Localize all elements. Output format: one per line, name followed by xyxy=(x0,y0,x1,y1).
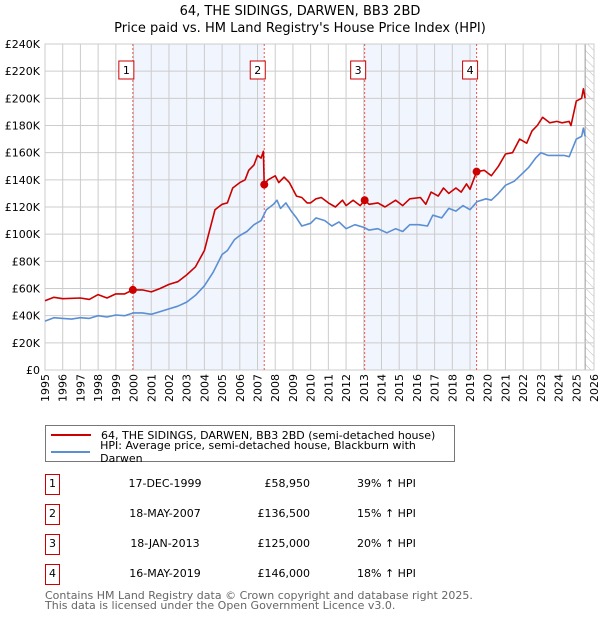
x-tick-label: 2001 xyxy=(145,374,158,402)
y-tick-label: £40K xyxy=(12,310,41,323)
transaction-date: 16-MAY-2019 xyxy=(129,567,201,580)
sale-point xyxy=(360,196,369,205)
x-tick-label: 2002 xyxy=(163,374,176,402)
x-tick-label: 2000 xyxy=(128,374,141,402)
x-tick-label: 2020 xyxy=(482,374,495,402)
legend-label: HPI: Average price, semi-detached house,… xyxy=(100,439,416,465)
x-tick-label: 1999 xyxy=(110,374,123,402)
x-tick-label: 2010 xyxy=(305,374,318,402)
y-tick-label: £180K xyxy=(5,120,41,133)
y-tick-label: £60K xyxy=(12,283,41,296)
x-tick-label: 2018 xyxy=(446,374,459,402)
x-tick-label: 2021 xyxy=(499,374,512,402)
x-tick-label: 2025 xyxy=(570,374,583,402)
x-tick-label: 2006 xyxy=(234,374,247,402)
legend: 64, THE SIDINGS, DARWEN, BB3 2BD (semi-d… xyxy=(45,425,455,465)
transaction-price: £58,950 xyxy=(264,477,311,490)
x-tick-label: 2023 xyxy=(535,374,548,402)
sale-number-label: 3 xyxy=(355,64,362,77)
transaction-price: £125,000 xyxy=(257,537,311,550)
transaction-number-badge: 3 xyxy=(45,534,60,555)
y-tick-label: £200K xyxy=(5,92,41,105)
transaction-hpi-diff: 15% ↑ HPI xyxy=(357,507,416,520)
x-tick-label: 2005 xyxy=(216,374,229,402)
transaction-number-badge: 2 xyxy=(45,504,60,525)
x-tick-label: 1997 xyxy=(74,374,87,402)
x-tick-label: 2026 xyxy=(588,374,600,402)
x-tick-label: 2024 xyxy=(553,374,566,402)
transaction-date: 18-JAN-2013 xyxy=(130,537,200,550)
chart-title: 64, THE SIDINGS, DARWEN, BB3 2BD xyxy=(179,4,421,19)
x-tick-label: 2007 xyxy=(252,374,265,402)
y-tick-label: £100K xyxy=(5,228,41,241)
sale-point xyxy=(128,285,137,294)
sale-number-badge xyxy=(249,60,266,80)
sale-point xyxy=(260,180,269,189)
x-tick-label: 2004 xyxy=(198,374,211,402)
sale-number-label: 2 xyxy=(254,64,261,77)
sale-number-label: 4 xyxy=(467,64,474,77)
legend-item-property: 64, THE SIDINGS, DARWEN, BB3 2BD (semi-d… xyxy=(51,427,435,443)
x-tick-label: 2008 xyxy=(269,374,282,402)
y-tick-label: £240K xyxy=(5,38,41,51)
transaction-hpi-diff: 18% ↑ HPI xyxy=(357,567,416,580)
x-tick-label: 2022 xyxy=(517,374,530,402)
x-tick-label: 2015 xyxy=(393,374,406,402)
x-tick-label: 1998 xyxy=(92,374,105,402)
x-tick-label: 2003 xyxy=(181,374,194,402)
legend-swatch-red xyxy=(51,434,91,436)
y-tick-label: £140K xyxy=(5,174,41,187)
transaction-row: 2 18-MAY-2007 £136,500 15% ↑ HPI xyxy=(45,504,445,525)
sale-point xyxy=(472,167,481,176)
transaction-hpi-diff: 20% ↑ HPI xyxy=(357,537,416,550)
legend-label: 64, THE SIDINGS, DARWEN, BB3 2BD (semi-d… xyxy=(101,428,436,442)
x-tick-label: 2019 xyxy=(464,374,477,402)
x-tick-label: 2017 xyxy=(429,374,442,402)
x-tick-label: 2012 xyxy=(340,374,353,402)
x-tick-label: 2016 xyxy=(411,374,424,402)
x-tick-label: 1996 xyxy=(57,374,70,402)
footer-copyright: Contains HM Land Registry data © Crown c… xyxy=(45,589,473,602)
y-tick-label: £20K xyxy=(12,337,41,350)
x-tick-label: 2009 xyxy=(287,374,300,402)
legend-swatch-blue xyxy=(51,451,91,453)
x-tick-label: 1995 xyxy=(39,374,52,402)
hpi-series-line xyxy=(44,127,586,322)
transaction-number-badge: 4 xyxy=(45,564,60,585)
chart-subtitle: Price paid vs. HM Land Registry's House … xyxy=(114,21,486,36)
sale-number-badge xyxy=(350,60,367,80)
x-tick-label: 2011 xyxy=(322,374,335,402)
y-tick-label: £160K xyxy=(5,147,41,160)
transaction-row: 3 18-JAN-2013 £125,000 20% ↑ HPI xyxy=(45,534,445,555)
transaction-price: £136,500 xyxy=(257,507,311,520)
sale-number-badge xyxy=(462,60,479,80)
transaction-date: 18-MAY-2007 xyxy=(129,507,201,520)
x-tick-label: 2013 xyxy=(358,374,371,402)
transaction-hpi-diff: 39% ↑ HPI xyxy=(357,477,416,490)
transaction-price: £146,000 xyxy=(257,567,311,580)
property-series-line xyxy=(44,88,586,302)
price-chart: 1995 1996 1997 1998 1999 2000 2001 2002 2003 2004… xyxy=(5,38,600,402)
transaction-row: 4 16-MAY-2019 £146,000 18% ↑ HPI xyxy=(45,564,445,585)
legend-item-hpi: HPI: Average price, semi-detached house,… xyxy=(51,439,454,465)
sale-number-label: 1 xyxy=(123,64,130,77)
y-tick-label: £120K xyxy=(5,201,41,214)
x-tick-label: 2014 xyxy=(375,374,388,402)
footer-licence: This data is licensed under the Open Gov… xyxy=(45,599,396,612)
y-tick-label: £80K xyxy=(12,255,41,268)
y-tick-label: £0 xyxy=(26,364,40,377)
y-tick-label: £220K xyxy=(5,65,41,78)
transaction-number-badge: 1 xyxy=(45,474,60,495)
transaction-date: 17-DEC-1999 xyxy=(128,477,202,490)
transaction-row: 1 17-DEC-1999 £58,950 39% ↑ HPI xyxy=(45,474,445,495)
sale-number-badge xyxy=(118,60,135,80)
